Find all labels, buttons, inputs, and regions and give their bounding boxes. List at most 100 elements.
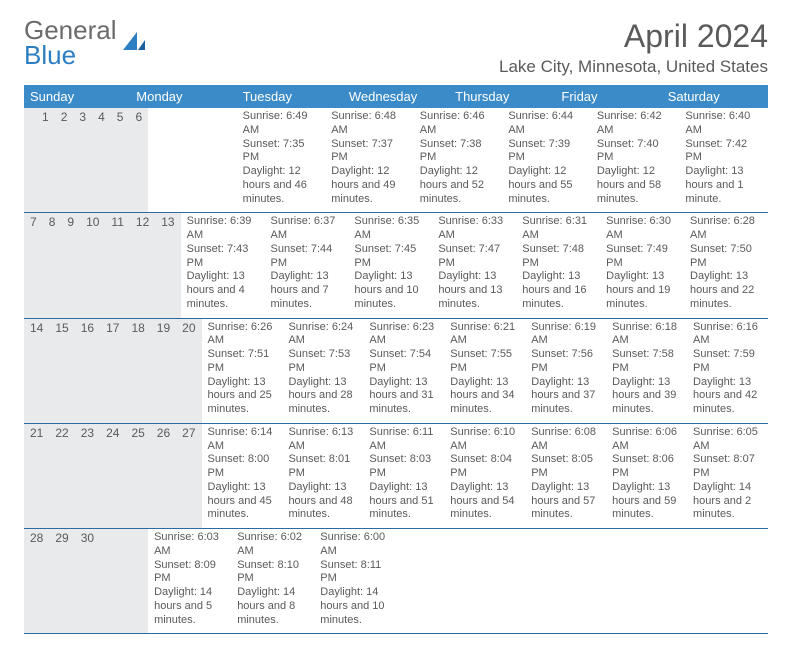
sunrise-text: Sunrise: 6:08 AM <box>531 426 600 454</box>
day-body-row: Sunrise: 6:26 AMSunset: 7:51 PMDaylight:… <box>202 319 768 423</box>
sunset-text: Sunset: 7:53 PM <box>288 348 357 376</box>
daylight-text: Daylight: 14 hours and 2 minutes. <box>693 481 762 522</box>
weekday-header: Monday <box>130 85 236 108</box>
sunrise-text: Sunrise: 6:42 AM <box>597 110 674 138</box>
sunrise-text: Sunrise: 6:24 AM <box>288 321 357 349</box>
sunset-text: Sunset: 7:54 PM <box>369 348 438 376</box>
day-body-row: Sunrise: 6:14 AMSunset: 8:00 PMDaylight:… <box>202 424 768 528</box>
daylight-text: Daylight: 13 hours and 25 minutes. <box>208 376 277 417</box>
day-cell <box>647 529 730 633</box>
sunrise-text: Sunrise: 6:23 AM <box>369 321 438 349</box>
sunrise-text: Sunrise: 6:10 AM <box>450 426 519 454</box>
day-number: 21 <box>24 424 49 528</box>
daylight-text: Daylight: 14 hours and 8 minutes. <box>237 586 308 627</box>
sunset-text: Sunset: 7:48 PM <box>522 243 594 271</box>
sunset-text: Sunset: 7:42 PM <box>685 138 762 166</box>
daylight-text: Daylight: 13 hours and 16 minutes. <box>522 270 594 311</box>
sunrise-text: Sunrise: 6:48 AM <box>331 110 408 138</box>
daylight-text: Daylight: 14 hours and 5 minutes. <box>154 586 225 627</box>
daylight-text: Daylight: 13 hours and 37 minutes. <box>531 376 600 417</box>
sunset-text: Sunset: 8:05 PM <box>531 453 600 481</box>
sunset-text: Sunset: 7:38 PM <box>420 138 497 166</box>
sunset-text: Sunset: 8:03 PM <box>369 453 438 481</box>
sunrise-text: Sunrise: 6:31 AM <box>522 215 594 243</box>
day-cell: Sunrise: 6:37 AMSunset: 7:44 PMDaylight:… <box>265 213 349 317</box>
calendar-page: General Blue April 2024 Lake City, Minne… <box>0 0 792 652</box>
day-number: 8 <box>43 213 62 317</box>
day-cell: Sunrise: 6:26 AMSunset: 7:51 PMDaylight:… <box>202 319 283 423</box>
day-cell: Sunrise: 6:21 AMSunset: 7:55 PMDaylight:… <box>444 319 525 423</box>
day-cell <box>481 529 564 633</box>
day-cell: Sunrise: 6:03 AMSunset: 8:09 PMDaylight:… <box>148 529 231 633</box>
calendar-week: 282930Sunrise: 6:03 AMSunset: 8:09 PMDay… <box>24 529 768 634</box>
sunset-text: Sunset: 8:00 PM <box>208 453 277 481</box>
day-cell: Sunrise: 6:08 AMSunset: 8:05 PMDaylight:… <box>525 424 606 528</box>
day-number: 10 <box>80 213 105 317</box>
day-cell: Sunrise: 6:16 AMSunset: 7:59 PMDaylight:… <box>687 319 768 423</box>
day-number <box>136 529 148 633</box>
daylight-text: Daylight: 13 hours and 28 minutes. <box>288 376 357 417</box>
daylight-text: Daylight: 12 hours and 58 minutes. <box>597 165 674 206</box>
calendar-week: 21222324252627Sunrise: 6:14 AMSunset: 8:… <box>24 424 768 529</box>
sunrise-text: Sunrise: 6:40 AM <box>685 110 762 138</box>
sunset-text: Sunset: 8:07 PM <box>693 453 762 481</box>
day-cell: Sunrise: 6:10 AMSunset: 8:04 PMDaylight:… <box>444 424 525 528</box>
sunset-text: Sunset: 7:39 PM <box>508 138 585 166</box>
daylight-text: Daylight: 12 hours and 52 minutes. <box>420 165 497 206</box>
weekday-header: Tuesday <box>237 85 343 108</box>
day-number <box>124 529 136 633</box>
daylight-text: Daylight: 12 hours and 49 minutes. <box>331 165 408 206</box>
day-cell: Sunrise: 6:14 AMSunset: 8:00 PMDaylight:… <box>202 424 283 528</box>
day-cell: Sunrise: 6:30 AMSunset: 7:49 PMDaylight:… <box>600 213 684 317</box>
day-cell: Sunrise: 6:05 AMSunset: 8:07 PMDaylight:… <box>687 424 768 528</box>
sunset-text: Sunset: 7:47 PM <box>438 243 510 271</box>
day-cell: Sunrise: 6:48 AMSunset: 7:37 PMDaylight:… <box>325 108 414 212</box>
daylight-text: Daylight: 13 hours and 10 minutes. <box>354 270 426 311</box>
brand-line1: General <box>24 18 117 43</box>
daylight-text: Daylight: 12 hours and 55 minutes. <box>508 165 585 206</box>
day-number: 24 <box>100 424 125 528</box>
day-cell: Sunrise: 6:02 AMSunset: 8:10 PMDaylight:… <box>231 529 314 633</box>
sunrise-text: Sunrise: 6:35 AM <box>354 215 426 243</box>
sunrise-text: Sunrise: 6:44 AM <box>508 110 585 138</box>
daylight-text: Daylight: 13 hours and 51 minutes. <box>369 481 438 522</box>
sunset-text: Sunset: 8:01 PM <box>288 453 357 481</box>
day-number: 11 <box>105 213 129 317</box>
daylight-text: Daylight: 13 hours and 59 minutes. <box>612 481 681 522</box>
day-number-row: 123456 <box>24 108 148 212</box>
daylight-text: Daylight: 13 hours and 39 minutes. <box>612 376 681 417</box>
day-body-row: Sunrise: 6:03 AMSunset: 8:09 PMDaylight:… <box>148 529 730 633</box>
day-body-row: Sunrise: 6:49 AMSunset: 7:35 PMDaylight:… <box>148 108 768 212</box>
day-cell: Sunrise: 6:24 AMSunset: 7:53 PMDaylight:… <box>282 319 363 423</box>
day-number: 20 <box>176 319 201 423</box>
daylight-text: Daylight: 13 hours and 7 minutes. <box>271 270 343 311</box>
weekday-header: Saturday <box>662 85 768 108</box>
daylight-text: Daylight: 14 hours and 10 minutes. <box>320 586 391 627</box>
day-cell: Sunrise: 6:06 AMSunset: 8:06 PMDaylight:… <box>606 424 687 528</box>
day-cell: Sunrise: 6:35 AMSunset: 7:45 PMDaylight:… <box>348 213 432 317</box>
daylight-text: Daylight: 13 hours and 19 minutes. <box>606 270 678 311</box>
sunrise-text: Sunrise: 6:00 AM <box>320 531 391 559</box>
sunset-text: Sunset: 7:40 PM <box>597 138 674 166</box>
header: General Blue April 2024 Lake City, Minne… <box>24 18 768 77</box>
day-number: 12 <box>130 213 155 317</box>
sunrise-text: Sunrise: 6:02 AM <box>237 531 308 559</box>
sail-icon <box>117 24 149 62</box>
weekday-header: Thursday <box>449 85 555 108</box>
day-number-row: 78910111213 <box>24 213 181 317</box>
day-number: 23 <box>75 424 100 528</box>
day-cell: Sunrise: 6:11 AMSunset: 8:03 PMDaylight:… <box>363 424 444 528</box>
sunset-text: Sunset: 7:45 PM <box>354 243 426 271</box>
month-title: April 2024 <box>499 18 768 55</box>
weekday-header: Wednesday <box>343 85 449 108</box>
day-number: 30 <box>75 529 100 633</box>
day-cell <box>564 529 647 633</box>
daylight-text: Daylight: 12 hours and 46 minutes. <box>243 165 320 206</box>
sunrise-text: Sunrise: 6:39 AM <box>187 215 259 243</box>
day-number: 9 <box>61 213 80 317</box>
sunset-text: Sunset: 7:50 PM <box>690 243 762 271</box>
day-cell: Sunrise: 6:46 AMSunset: 7:38 PMDaylight:… <box>414 108 503 212</box>
sunrise-text: Sunrise: 6:13 AM <box>288 426 357 454</box>
location: Lake City, Minnesota, United States <box>499 57 768 77</box>
day-number: 27 <box>176 424 201 528</box>
